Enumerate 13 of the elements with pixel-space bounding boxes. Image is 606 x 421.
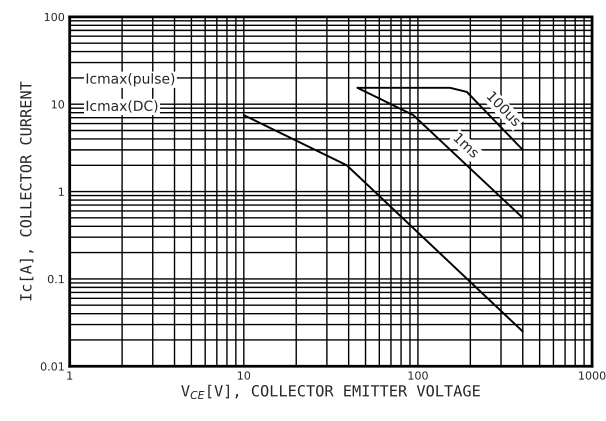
y-tick-label: 0.1 (48, 274, 64, 284)
y-tick-label: 100 (44, 12, 64, 22)
y-axis-title: Ic[A], COLLECTOR CURRENT (20, 82, 34, 300)
x-tick-label: 1 (67, 371, 72, 380)
annotation: Icmax(DC) (86, 100, 158, 113)
y-tick-label: 0.01 (40, 362, 64, 371)
y-tick-label: 1 (58, 188, 64, 196)
annotation: Icmax(pulse) (86, 73, 174, 86)
y-tick-label: 10 (52, 100, 64, 109)
x-tick-label: 1000 (579, 371, 606, 380)
x-tick-label: 100 (408, 371, 428, 380)
x-tick-label: 10 (238, 371, 250, 380)
x-axis-title: V$_{CE}$[V], COLLECTOR EMITTER VOLTAGE (181, 384, 480, 400)
